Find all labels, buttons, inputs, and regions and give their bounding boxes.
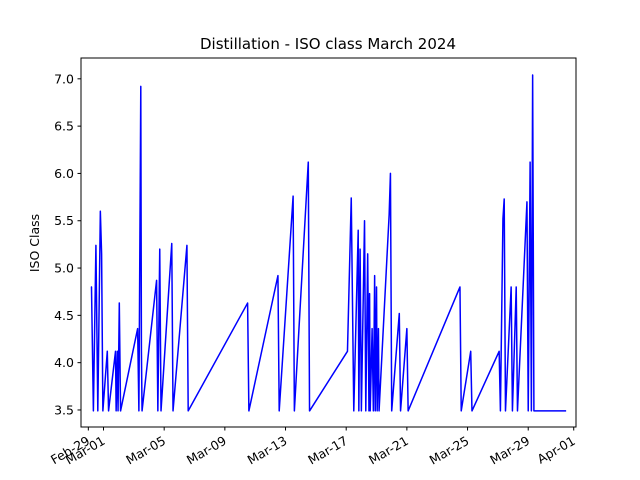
- y-tick-label: 4.0: [54, 355, 74, 370]
- y-tick-label: 4.5: [54, 308, 74, 323]
- series-line: [90, 74, 567, 412]
- y-tick-label: 3.5: [54, 402, 74, 417]
- plot-frame: [80, 57, 577, 428]
- y-tick-label: 5.5: [54, 213, 74, 228]
- y-tick-label: 6.5: [54, 119, 74, 134]
- y-tick-label: 7.0: [54, 71, 74, 86]
- chart-title: Distillation - ISO class March 2024: [200, 35, 456, 53]
- y-tick-label: 5.0: [54, 261, 74, 276]
- y-tick-label: 6.0: [54, 166, 74, 181]
- y-axis-label: ISO Class: [27, 214, 42, 272]
